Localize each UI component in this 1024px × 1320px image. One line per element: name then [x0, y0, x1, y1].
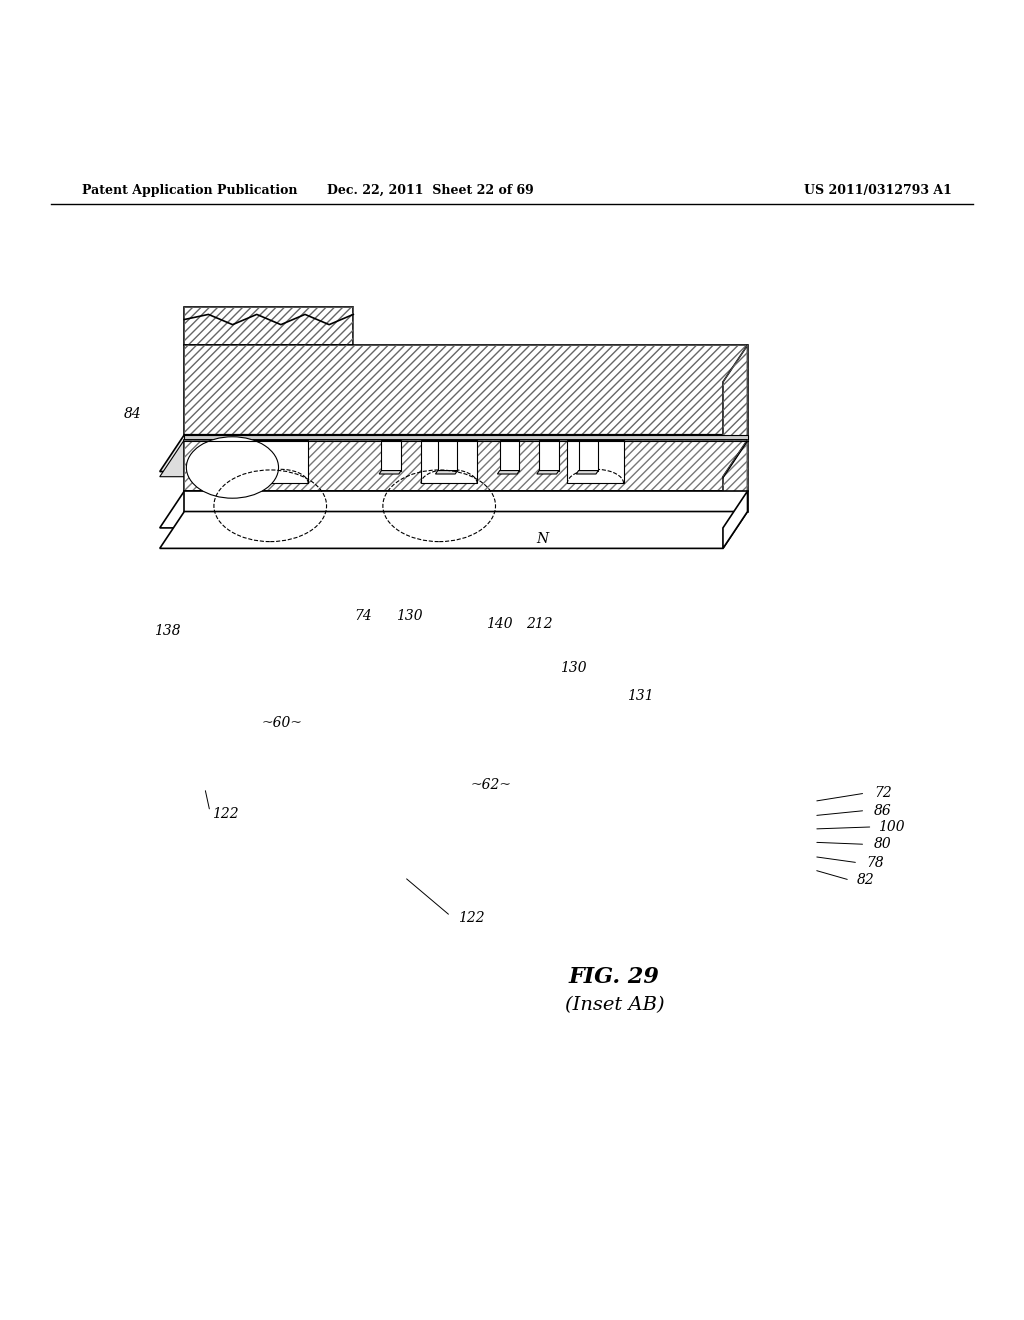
Polygon shape	[184, 306, 353, 345]
Text: US 2011/0312793 A1: US 2011/0312793 A1	[805, 183, 952, 197]
Text: ~60~: ~60~	[261, 717, 302, 730]
Text: 131: 131	[627, 689, 653, 702]
Polygon shape	[160, 491, 748, 528]
Polygon shape	[160, 440, 748, 477]
Text: N: N	[537, 532, 549, 546]
Text: Patent Application Publication: Patent Application Publication	[82, 183, 297, 197]
Text: Dec. 22, 2011  Sheet 22 of 69: Dec. 22, 2011 Sheet 22 of 69	[327, 183, 534, 197]
Polygon shape	[381, 440, 401, 470]
Text: 82: 82	[856, 873, 874, 887]
Polygon shape	[500, 440, 519, 470]
Text: 72: 72	[873, 787, 892, 800]
Text: 84: 84	[124, 408, 142, 421]
Text: 74: 74	[354, 609, 373, 623]
Text: 130: 130	[396, 609, 423, 623]
Text: 86: 86	[873, 804, 892, 817]
Text: 80: 80	[873, 837, 892, 851]
Text: ~62~: ~62~	[471, 777, 512, 792]
Polygon shape	[252, 440, 308, 483]
Text: 140: 140	[486, 618, 513, 631]
Polygon shape	[723, 440, 748, 528]
Text: 122: 122	[458, 911, 484, 925]
Polygon shape	[438, 440, 458, 470]
Text: 78: 78	[866, 855, 885, 870]
Text: 130: 130	[560, 661, 587, 676]
Text: 122: 122	[212, 807, 239, 821]
Text: (Inset AB): (Inset AB)	[564, 997, 665, 1014]
Polygon shape	[435, 470, 458, 474]
Polygon shape	[539, 440, 559, 470]
Polygon shape	[723, 491, 748, 548]
Polygon shape	[160, 512, 748, 548]
Polygon shape	[498, 470, 519, 474]
Polygon shape	[160, 434, 748, 471]
Text: FIG. 29: FIG. 29	[569, 965, 659, 987]
Polygon shape	[379, 470, 401, 474]
Polygon shape	[184, 434, 748, 440]
Text: 100: 100	[878, 820, 904, 834]
Text: 138: 138	[154, 624, 180, 639]
Polygon shape	[723, 345, 748, 471]
Polygon shape	[184, 491, 748, 512]
Polygon shape	[184, 345, 748, 434]
Polygon shape	[537, 470, 559, 474]
Text: 212: 212	[526, 618, 553, 631]
Polygon shape	[567, 440, 624, 483]
Polygon shape	[579, 440, 598, 470]
Polygon shape	[421, 440, 477, 483]
Ellipse shape	[186, 437, 279, 498]
Polygon shape	[577, 470, 598, 474]
Polygon shape	[184, 440, 748, 491]
